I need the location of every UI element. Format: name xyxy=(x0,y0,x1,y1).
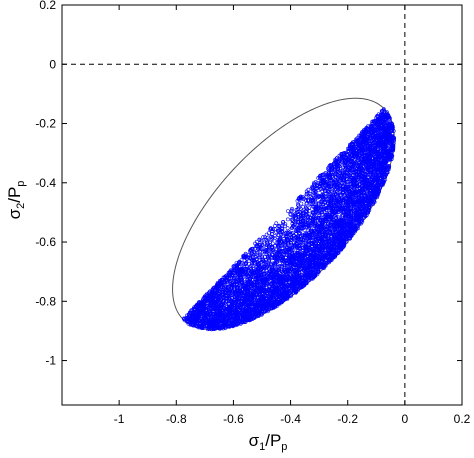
scatter-point xyxy=(356,156,361,161)
scatter-point xyxy=(267,258,272,263)
scatter-point xyxy=(301,214,306,218)
scatter-point xyxy=(305,214,310,219)
scatter-point xyxy=(354,202,359,207)
scatter-point xyxy=(237,261,241,266)
scatter-point xyxy=(264,237,269,242)
scatter-point xyxy=(304,201,309,206)
scatter-point xyxy=(270,249,275,254)
scatter-point xyxy=(361,131,366,136)
scatter-point xyxy=(244,264,249,269)
scatter-point xyxy=(312,194,317,198)
scatter-point xyxy=(285,217,290,222)
plot-frame xyxy=(61,4,463,406)
scatter-point xyxy=(274,230,279,235)
scatter-point xyxy=(323,187,327,191)
scatter-point xyxy=(266,248,271,253)
scatter-point xyxy=(282,263,286,268)
scatter-point xyxy=(257,253,262,258)
scatter-points xyxy=(182,107,397,332)
scatter-point xyxy=(279,253,284,258)
scatter-point xyxy=(261,235,266,239)
scatter-point xyxy=(384,110,389,115)
scatter-point xyxy=(370,120,375,124)
scatter-point xyxy=(243,277,248,282)
scatter-point xyxy=(252,250,257,255)
scatter-point xyxy=(353,220,358,225)
scatter-point xyxy=(350,153,354,158)
scatter-point xyxy=(227,279,232,284)
scatter-point xyxy=(286,209,290,214)
scatter-point xyxy=(343,209,348,214)
scatter-point xyxy=(259,284,264,289)
scatter-point xyxy=(213,313,218,318)
scatter-point xyxy=(349,233,354,238)
scatter-point xyxy=(247,268,252,273)
scatter-point xyxy=(311,190,316,195)
scatter-point xyxy=(339,193,344,198)
scatter-point xyxy=(283,222,288,227)
scatter-point xyxy=(336,215,341,220)
scatter-point xyxy=(303,221,308,226)
scatter-point xyxy=(285,226,290,231)
scatter-point xyxy=(339,213,344,218)
scatter-point xyxy=(270,227,275,232)
scatter-point xyxy=(255,252,260,257)
scatter-point xyxy=(250,263,255,268)
scatter-point xyxy=(301,204,306,209)
scatter-point xyxy=(268,253,272,258)
scatter-point xyxy=(280,290,285,295)
scatter-point xyxy=(274,221,279,226)
scatter-point xyxy=(265,275,270,280)
